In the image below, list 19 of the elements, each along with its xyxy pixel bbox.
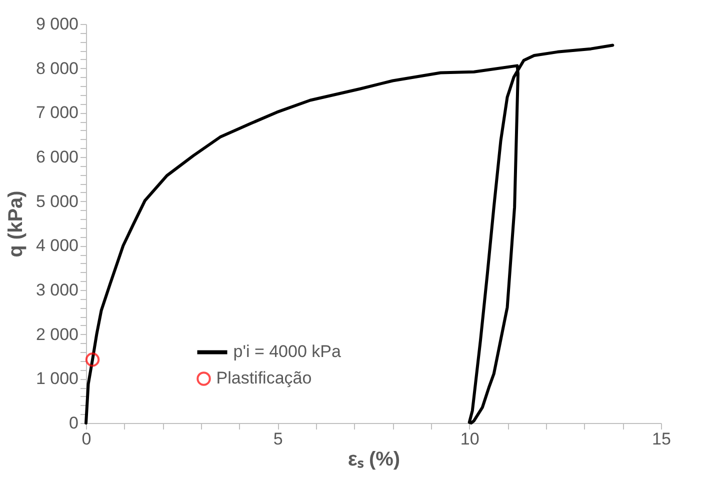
x-tick-label: 0 <box>82 430 92 448</box>
legend-label: p'i = 4000 kPa <box>233 342 342 362</box>
line-series <box>84 44 614 424</box>
x-tick-label: 5 <box>273 430 283 448</box>
y-tick-label: 9 000 <box>36 14 78 34</box>
y-tick-label: 6 000 <box>36 148 78 166</box>
y-axis-title: q (kPa) <box>4 190 27 258</box>
y-tick-label: 0 <box>69 414 78 432</box>
x-tick-label: 10 <box>460 430 480 448</box>
y-tick-label: 1 000 <box>36 369 78 388</box>
y-tick-label: 7 000 <box>36 103 78 122</box>
y-tick-label: 3 000 <box>36 280 78 300</box>
x-tick-label: 15 <box>652 430 671 448</box>
x-axis-title: εₛ (%) <box>348 448 400 470</box>
y-tick-label: 8 000 <box>36 58 78 78</box>
y-tick-label: 4 000 <box>36 236 78 256</box>
y-tick-label: 2 000 <box>36 324 78 344</box>
legend-label: Plastificação <box>216 368 312 388</box>
y-tick-label: 5 000 <box>36 192 78 211</box>
